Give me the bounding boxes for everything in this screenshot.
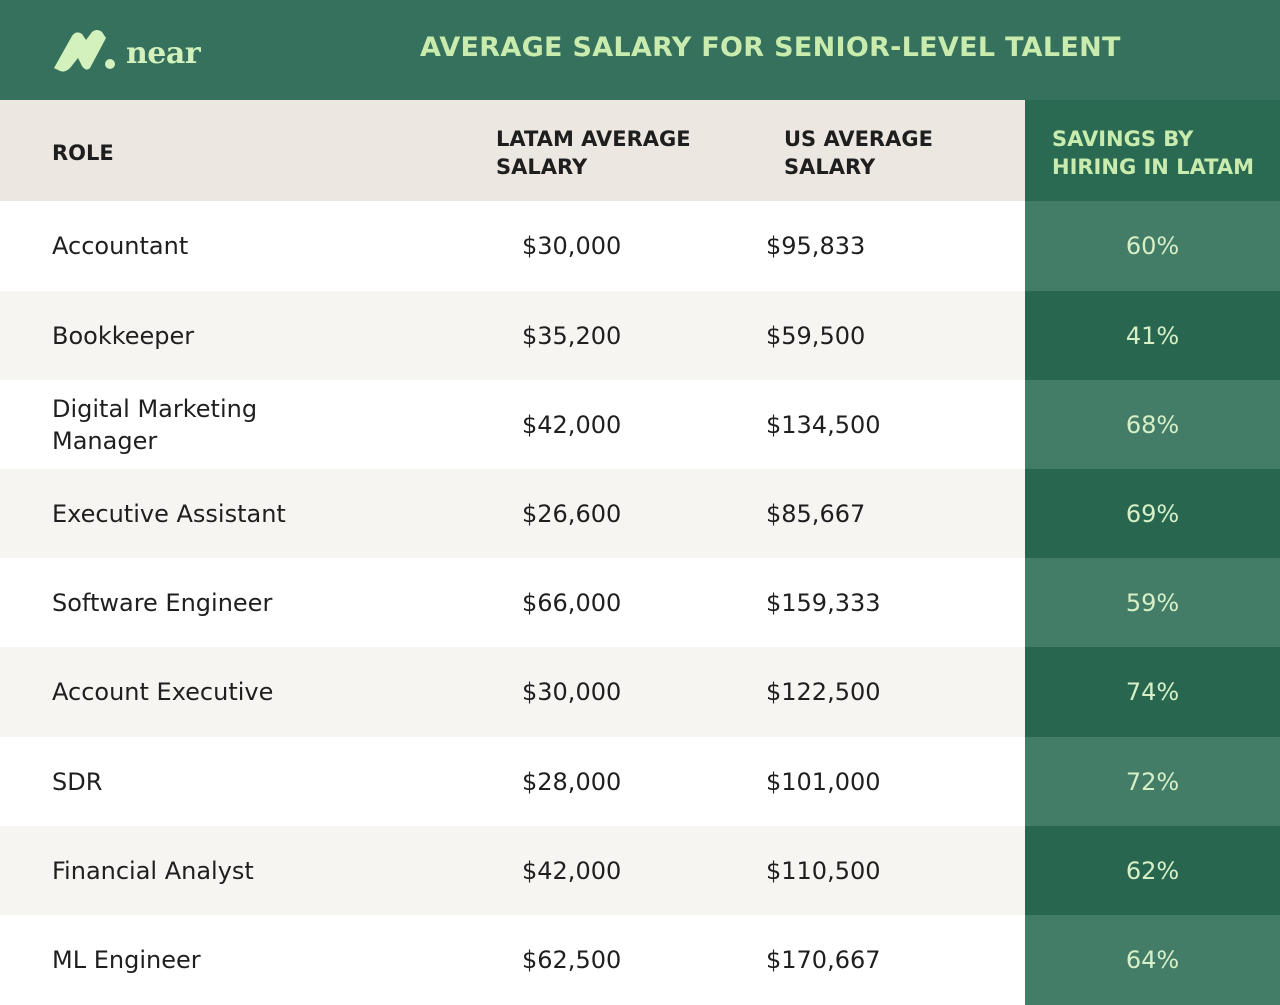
column-title: US AVERAGE SALARY xyxy=(784,127,933,179)
role-cell: Bookkeeper xyxy=(52,321,195,350)
savings-cell: 74% xyxy=(1025,647,1280,737)
table-row: Account Executive $30,000 $122,500 74% xyxy=(0,647,1280,737)
table-row: Accountant $30,000 $95,833 60% xyxy=(0,201,1280,291)
role-cell: Account Executive xyxy=(52,678,274,706)
us-salary-cell: $85,667 xyxy=(766,499,866,528)
us-salary-cell: $95,833 xyxy=(766,232,866,260)
role-cell: SDR xyxy=(52,767,103,796)
us-salary-cell: $122,500 xyxy=(766,678,881,706)
column-header: ROLE LATAM AVERAGE SALARY US AVERAGE SAL… xyxy=(0,100,1280,201)
latam-salary-cell: $62,500 xyxy=(522,946,622,974)
latam-salary-cell: $42,000 xyxy=(522,856,622,885)
role-cell: Accountant xyxy=(52,232,189,260)
latam-salary-cell: $28,000 xyxy=(522,767,622,796)
savings-cell: 64% xyxy=(1025,915,1280,1005)
us-salary-cell: $110,500 xyxy=(766,856,881,885)
page-title: AVERAGE SALARY FOR SENIOR-LEVEL TALENT xyxy=(420,32,1121,63)
brand-name: near xyxy=(126,36,201,71)
us-salary-cell: $159,333 xyxy=(766,588,881,617)
latam-salary-cell: $35,200 xyxy=(522,321,622,350)
role-cell: ML Engineer xyxy=(52,946,201,974)
savings-cell: 68% xyxy=(1025,380,1280,469)
latam-salary-cell: $26,600 xyxy=(522,499,622,528)
table-row: Bookkeeper $35,200 $59,500 41% xyxy=(0,291,1280,380)
latam-salary-cell: $42,000 xyxy=(522,410,622,439)
table-row: ML Engineer $62,500 $170,667 64% xyxy=(0,915,1280,1005)
savings-cell: 41% xyxy=(1025,291,1280,380)
table-row: Financial Analyst $42,000 $110,500 62% xyxy=(0,826,1280,915)
us-salary-cell: $59,500 xyxy=(766,321,866,350)
table-row: Executive Assistant $26,600 $85,667 69% xyxy=(0,469,1280,558)
savings-cell: 59% xyxy=(1025,558,1280,647)
us-salary-cell: $134,500 xyxy=(766,410,881,439)
latam-salary-cell: $66,000 xyxy=(522,588,622,617)
header: near AVERAGE SALARY FOR SENIOR-LEVEL TAL… xyxy=(0,0,1280,100)
column-title: ROLE xyxy=(52,141,114,165)
column-title: SAVINGS BY HIRING IN LATAM xyxy=(1052,127,1255,179)
role-cell: Financial Analyst xyxy=(52,856,254,885)
us-salary-cell: $101,000 xyxy=(766,767,881,796)
savings-cell: 72% xyxy=(1025,737,1280,826)
role-cell: Digital Marketing Manager xyxy=(52,394,258,455)
role-cell: Executive Assistant xyxy=(52,499,286,528)
table-row: SDR $28,000 $101,000 72% xyxy=(0,737,1280,826)
logo-mark xyxy=(54,30,115,72)
savings-cell: 69% xyxy=(1025,469,1280,558)
table-row: Digital Marketing Manager $42,000 $134,500… xyxy=(0,380,1280,469)
us-salary-cell: $170,667 xyxy=(766,946,881,974)
latam-salary-cell: $30,000 xyxy=(522,232,622,260)
savings-cell: 62% xyxy=(1025,826,1280,915)
savings-cell: 60% xyxy=(1025,201,1280,291)
table-row: Software Engineer $66,000 $159,333 59% xyxy=(0,558,1280,647)
latam-salary-cell: $30,000 xyxy=(522,678,622,706)
savings-header-bg xyxy=(1025,100,1280,201)
column-title: LATAM AVERAGE SALARY xyxy=(496,127,691,179)
role-cell: Software Engineer xyxy=(52,588,273,617)
